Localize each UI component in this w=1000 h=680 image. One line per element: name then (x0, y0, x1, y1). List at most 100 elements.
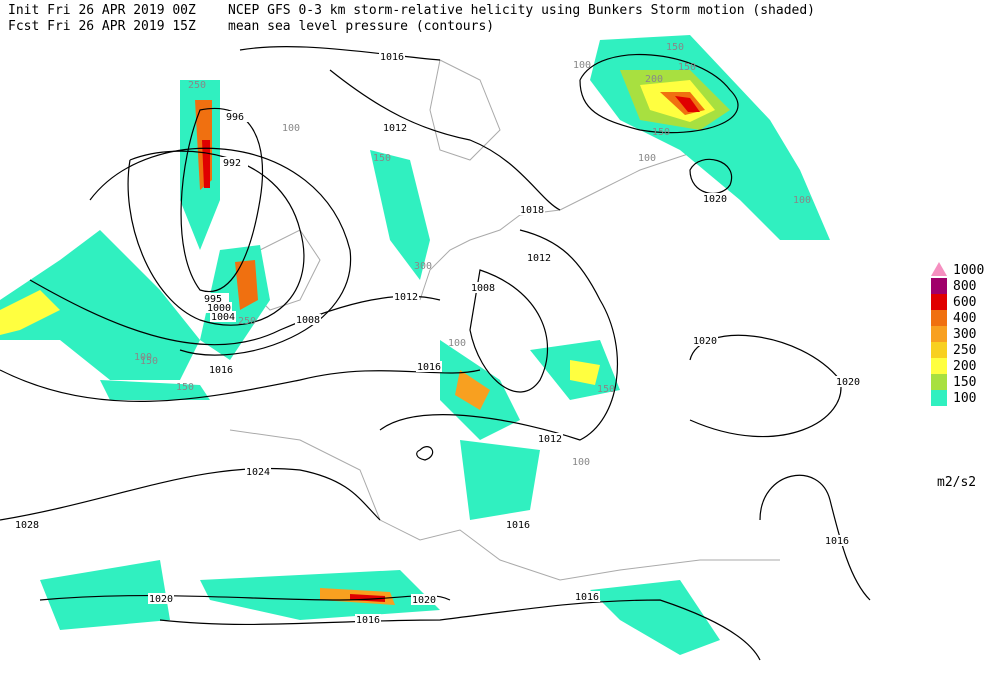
isobar-label: 1012 (527, 253, 551, 264)
isobar-label: 1020 (412, 595, 436, 606)
isobar-label: 1008 (296, 315, 320, 326)
isobar (469, 269, 549, 393)
legend-label: 1000 (953, 263, 984, 278)
isobar (759, 474, 871, 601)
isobar-label: 1012 (538, 434, 562, 445)
header: Init Fri 26 APR 2019 00Z Fcst Fri 26 APR… (8, 3, 815, 34)
shaded-area (590, 580, 720, 655)
shaded-area (675, 96, 700, 112)
helicity-label: 100 (638, 153, 656, 164)
isobar-label: 996 (226, 112, 244, 123)
label-backing (203, 293, 229, 304)
shaded-area (570, 360, 600, 385)
isobar-label: 1012 (383, 123, 407, 134)
legend-swatch (931, 310, 947, 326)
label-backing (835, 376, 861, 387)
label-backing (295, 314, 321, 325)
isobar-label: 1016 (575, 592, 599, 603)
subtitle: mean sea level pressure (contours) (228, 19, 494, 34)
shaded-area (0, 290, 60, 335)
isobar (29, 279, 441, 346)
label-backing (225, 111, 251, 122)
label-backing (526, 252, 552, 263)
isobar-label: 1020 (149, 594, 173, 605)
isobar-label: 1016 (506, 520, 530, 531)
isobar-label: 1016 (380, 52, 404, 63)
isobar-label: 1028 (15, 520, 39, 531)
isobar-label: 1016 (825, 536, 849, 547)
isobar-label: 1024 (246, 467, 270, 478)
label-backing (574, 591, 600, 602)
legend-label: 600 (953, 295, 976, 310)
isobar-labels: 1016101299699210181012100810121008995100… (14, 51, 861, 626)
isobar (127, 150, 305, 326)
forecast-time: Fcst Fri 26 APR 2019 15Z (8, 19, 196, 34)
label-backing (382, 122, 408, 133)
label-backing (692, 335, 718, 346)
isobar (239, 46, 441, 61)
legend-swatch (931, 358, 947, 374)
shaded-area (370, 150, 430, 280)
label-backing (411, 594, 437, 605)
helicity-label: 100 (573, 60, 591, 71)
helicity-label: 100 (793, 195, 811, 206)
helicity-label: 250 (188, 80, 206, 91)
label-backing (537, 433, 563, 444)
legend-swatch (931, 390, 947, 406)
label-backing (206, 302, 232, 313)
shaded-area (455, 370, 490, 410)
helicity-label: 100 (282, 123, 300, 134)
legend-label: 400 (953, 311, 976, 326)
label-backing (222, 157, 248, 168)
shaded-area (0, 230, 200, 380)
coastline (429, 59, 501, 161)
isobar-label: 1020 (836, 377, 860, 388)
isobar (579, 53, 739, 134)
label-backing (148, 593, 174, 604)
isobar (329, 69, 561, 211)
label-backing (505, 519, 531, 530)
isobar-label: 1020 (693, 336, 717, 347)
isobar-label: 1012 (394, 292, 418, 303)
helicity-label: 150 (176, 382, 194, 393)
shaded-area (460, 440, 540, 520)
isobar-label: 1020 (703, 194, 727, 205)
legend-swatch (931, 374, 947, 390)
isobar-label: 1016 (417, 362, 441, 373)
title: NCEP GFS 0-3 km storm-relative helicity … (228, 3, 815, 18)
helicity-label: 300 (414, 261, 432, 272)
helicity-labels: 1501002001501501002501001501003001501001… (134, 42, 811, 468)
shaded-area (40, 560, 170, 630)
legend-label: 800 (953, 279, 976, 294)
isobar (689, 158, 733, 194)
init-time: Init Fri 26 APR 2019 00Z (8, 3, 196, 18)
legend-label: 250 (953, 343, 976, 358)
helicity-shading (0, 35, 830, 655)
isobar (0, 369, 481, 402)
legend-label: 100 (953, 391, 976, 406)
helicity-label: 100 (572, 457, 590, 468)
label-backing (416, 361, 442, 372)
label-backing (379, 51, 405, 62)
helicity-label: 100 (134, 352, 152, 363)
isobar (379, 229, 618, 441)
helicity-label: 100 (448, 338, 466, 349)
legend-triangle (931, 262, 947, 276)
isobar-label: 1018 (520, 205, 544, 216)
isobar-label: 992 (223, 158, 241, 169)
label-backing (208, 364, 234, 375)
isobar-label: 1016 (356, 615, 380, 626)
helicity-label: 200 (645, 74, 663, 85)
label-backing (245, 466, 271, 477)
legend-swatch (931, 326, 947, 342)
label-backing (210, 311, 236, 322)
isobar-label: 1008 (471, 283, 495, 294)
legend-swatch (931, 294, 947, 310)
legend-label: 150 (953, 375, 976, 390)
helicity-label: 150 (373, 153, 391, 164)
isobar-label: 1004 (211, 312, 235, 323)
legend-swatch (931, 342, 947, 358)
label-backing (393, 291, 419, 302)
